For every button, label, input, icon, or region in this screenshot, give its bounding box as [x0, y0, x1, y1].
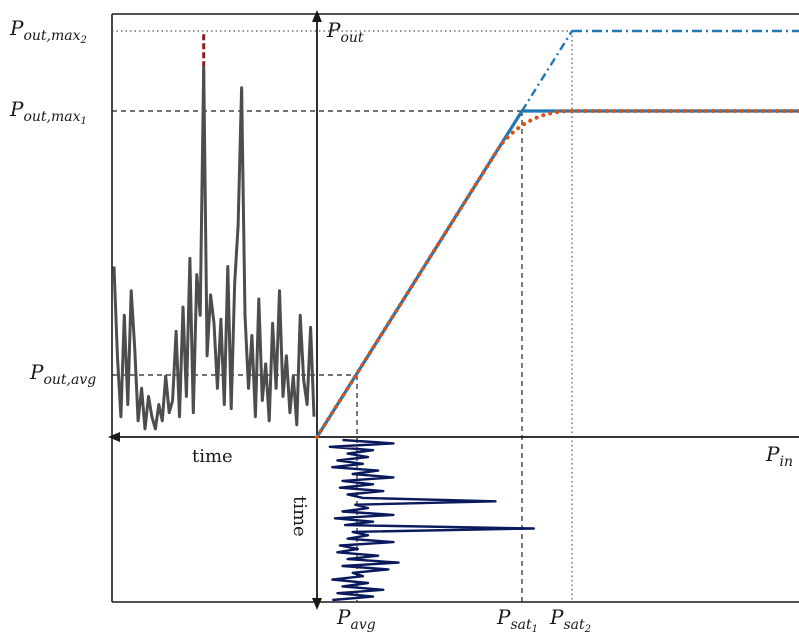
label-pin-axis: Pin	[765, 442, 793, 470]
pout-axis-arrow-up	[312, 10, 322, 22]
output-peak-overshoot	[202, 33, 244, 113]
time-axis-arrow-left	[108, 432, 120, 442]
label-pout-avg: Pout,avg	[29, 360, 96, 388]
ideal-linear-curve	[520, 30, 574, 112]
label-pout-axis: Pout	[326, 18, 364, 46]
output-signal-trace	[112, 66, 316, 431]
saturating-amplifier-curve	[315, 109, 799, 439]
label-pout-max2: Pout,max2	[9, 16, 87, 46]
label-psat2: Psat2	[549, 605, 591, 634]
label-pavg: Pavg	[336, 605, 376, 633]
clipped-amplifier-curve	[315, 109, 799, 438]
label-time-horizontal: time	[192, 446, 233, 467]
time-axis-arrow-down	[312, 598, 322, 610]
label-time-vertical: time	[289, 496, 310, 537]
label-pout-max1: Pout,max1	[9, 97, 87, 127]
input-signal-trace	[328, 438, 535, 602]
label-psat1: Psat1	[496, 605, 538, 634]
